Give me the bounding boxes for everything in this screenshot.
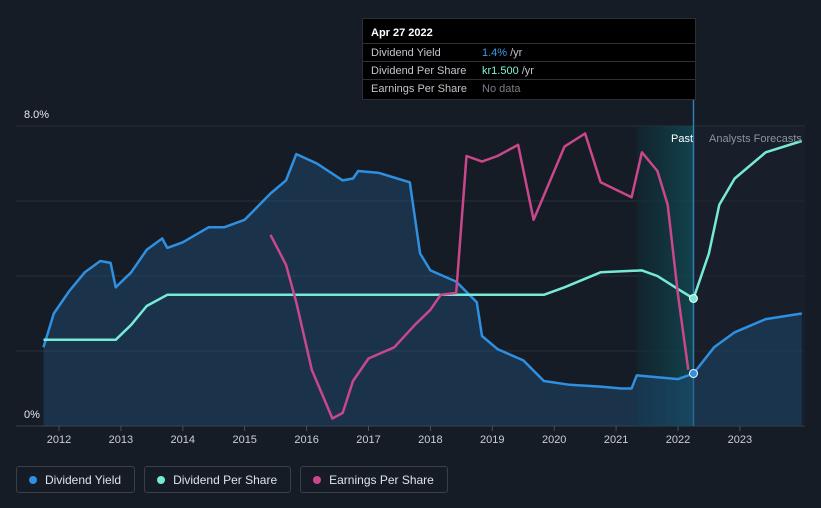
x-tick-label: 2021	[604, 434, 628, 446]
tooltip-label: Earnings Per Share	[371, 82, 467, 95]
x-tick-label: 2018	[418, 434, 442, 446]
legend-swatch	[157, 475, 166, 484]
x-tick-label: 2023	[728, 434, 752, 446]
series-dividend-per-share	[43, 139, 803, 342]
tooltip-unit: /yr	[510, 46, 523, 59]
legend-item-dividend-yield[interactable]: Dividend Yield	[16, 466, 136, 493]
x-tick-label: 2016	[294, 434, 318, 446]
tooltip-unit: /yr	[521, 64, 534, 77]
point-marker-dividend-per-share[interactable]	[688, 294, 698, 303]
x-tick-label: 2017	[356, 434, 380, 446]
x-tick-label: 2019	[480, 434, 504, 446]
legend-label: Dividend Yield	[45, 472, 122, 487]
tooltip-label: Dividend Per Share	[371, 64, 467, 77]
tooltip-value: No data	[482, 82, 521, 95]
y-axis-bottom-label: 0%	[24, 409, 40, 421]
chart-series	[42, 132, 803, 426]
chart-legend: Dividend Yield Dividend Per Share Earnin…	[16, 466, 448, 493]
tooltip-row-earnings-per-share: Earnings Per Share No data	[363, 79, 695, 97]
x-tick-label: 2012	[47, 434, 71, 446]
chart-tooltip: Apr 27 2022 Dividend Yield 1.4%/yr Divid…	[362, 18, 696, 100]
legend-item-dividend-per-share[interactable]: Dividend Per Share	[144, 466, 292, 493]
tooltip-row-dividend-yield: Dividend Yield 1.4%/yr	[363, 43, 695, 61]
series-earnings-per-share	[269, 132, 690, 420]
x-tick-label: 2015	[232, 434, 256, 446]
forecast-line-dividend-yield	[692, 312, 802, 375]
legend-label: Earnings Per Share	[329, 472, 434, 487]
legend-swatch	[313, 475, 322, 484]
point-marker-dividend-yield[interactable]	[688, 369, 698, 378]
forecast-region-label: Analysts Forecasts	[709, 133, 802, 145]
chart-regions	[637, 100, 805, 426]
tooltip-value: 1.4%	[482, 46, 508, 59]
legend-item-earnings-per-share[interactable]: Earnings Per Share	[300, 466, 448, 493]
forecast-region-shade	[693, 126, 805, 426]
tooltip-value: kr1.500	[482, 64, 519, 77]
tooltip-date: Apr 27 2022	[371, 27, 433, 39]
line-earnings-per-share	[269, 132, 690, 420]
x-tick-label: 2022	[666, 434, 690, 446]
x-axis-ticks: 2012 2013 2014 2015 2016 2017 2018 2019 2020 2021…	[47, 426, 752, 446]
legend-label: Dividend Per Share	[173, 472, 278, 487]
series-dividend-yield	[42, 152, 802, 426]
y-axis-top-label: 8.0%	[24, 109, 49, 121]
x-tick-label: 2013	[109, 434, 133, 446]
tooltip-row-dividend-per-share: Dividend Per Share kr1.500/yr	[363, 61, 695, 79]
tooltip-label: Dividend Yield	[371, 46, 441, 59]
line-dividend-per-share	[43, 269, 695, 342]
x-tick-label: 2014	[171, 434, 195, 446]
legend-swatch	[29, 475, 37, 484]
area-dividend-yield	[43, 154, 802, 426]
past-region-label: Past	[671, 133, 693, 145]
x-tick-label: 2020	[542, 434, 566, 446]
line-dividend-yield	[42, 152, 694, 390]
forecast-line-dividend-per-share	[692, 139, 803, 299]
